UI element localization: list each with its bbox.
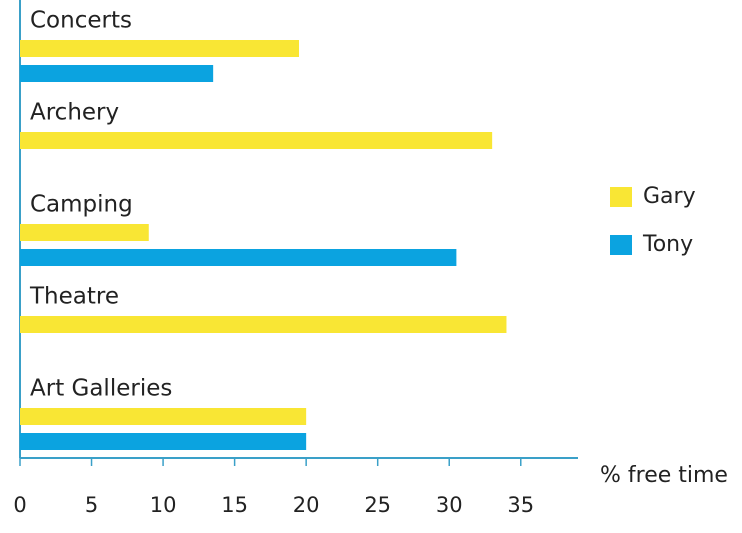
category-label: Camping xyxy=(30,192,133,218)
category-label: Archery xyxy=(30,100,119,126)
category-label: Concerts xyxy=(30,8,132,34)
x-axis-label: % free time xyxy=(600,463,728,488)
legend-swatch xyxy=(610,235,632,255)
x-tick-label: 30 xyxy=(436,493,463,517)
legend-label: Gary xyxy=(643,184,696,209)
legend-swatch xyxy=(610,187,632,207)
bar xyxy=(20,249,456,266)
bar xyxy=(20,40,299,57)
x-tick-label: 5 xyxy=(85,493,98,517)
x-tick-label: 10 xyxy=(150,493,177,517)
category-label: Theatre xyxy=(29,284,119,310)
x-tick-label: 15 xyxy=(221,493,248,517)
bar xyxy=(20,408,306,425)
bar xyxy=(20,65,213,82)
bar xyxy=(20,132,492,149)
bar xyxy=(20,433,306,450)
bar xyxy=(20,316,506,333)
legend-label: Tony xyxy=(642,232,693,257)
x-tick-label: 25 xyxy=(364,493,391,517)
category-label: Art Galleries xyxy=(30,376,172,402)
x-tick-label: 35 xyxy=(507,493,534,517)
x-tick-label: 0 xyxy=(13,493,26,517)
x-tick-label: 20 xyxy=(293,493,320,517)
bar xyxy=(20,224,149,241)
chart: % free time 0 5 10 15 20 25 30 35 Concerts Archer… xyxy=(0,0,742,529)
